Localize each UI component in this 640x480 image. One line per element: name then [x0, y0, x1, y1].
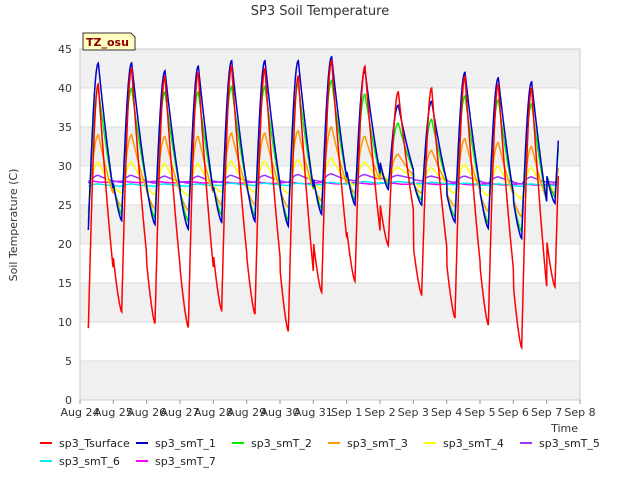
legend-label: sp3_smT_2	[251, 437, 312, 450]
y-tick-label: 20	[58, 238, 72, 251]
y-tick-label: 45	[58, 43, 72, 56]
site-badge: TZ_osu	[82, 32, 136, 51]
y-tick-label: 0	[65, 394, 72, 407]
x-tick-label: Sep 8	[564, 406, 595, 419]
y-axis-label: Soil Temperature (C)	[7, 169, 20, 282]
x-tick-label: Aug 24	[61, 406, 100, 419]
x-tick-label: Sep 4	[431, 406, 462, 419]
site-badge-box	[82, 32, 136, 51]
y-tick-label: 40	[58, 82, 72, 95]
y-tick-label: 5	[65, 355, 72, 368]
x-tick-label: Aug 30	[261, 406, 300, 419]
y-tick-label: 15	[58, 277, 72, 290]
x-tick-label: Sep 1	[331, 406, 362, 419]
x-tick-label: Sep 5	[464, 406, 495, 419]
legend-label: sp3_smT_4	[443, 437, 504, 450]
plot-frame	[79, 48, 581, 401]
legend-label: sp3_smT_5	[539, 437, 600, 450]
x-tick-label: Aug 31	[294, 406, 333, 419]
y-axis-ticks: 0 5 10 15 20 25 30 35 40 45	[58, 43, 72, 407]
x-tick-label: Aug 25	[94, 406, 133, 419]
y-tick-label: 25	[58, 199, 72, 212]
legend-label: sp3_smT_7	[155, 455, 216, 468]
chart-title: SP3 Soil Temperature	[251, 4, 389, 19]
y-tick-label: 30	[58, 160, 72, 173]
series-line-sp3-tsurface	[87, 59, 560, 351]
data-series	[87, 55, 560, 351]
x-tick-label: Aug 27	[161, 406, 200, 419]
legend-label: sp3_smT_6	[59, 455, 120, 468]
x-tick-label: Aug 28	[194, 406, 233, 419]
legend-label: sp3_Tsurface	[59, 437, 130, 450]
x-axis-label: Time	[550, 422, 578, 435]
x-tick-label: Sep 6	[498, 406, 529, 419]
x-tick-label: Sep 3	[398, 406, 429, 419]
y-tick-label: 10	[58, 316, 72, 329]
background-band	[80, 205, 580, 244]
background-band	[80, 361, 580, 400]
y-tick-label: 35	[58, 121, 72, 134]
x-tick-label: Aug 26	[127, 406, 166, 419]
site-badge-label: TZ_osu	[86, 36, 129, 49]
x-tick-label: Sep 2	[364, 406, 395, 419]
x-tick-label: Sep 7	[531, 406, 562, 419]
legend-label: sp3_smT_3	[347, 437, 408, 450]
legend-label: sp3_smT_1	[155, 437, 216, 450]
x-tick-label: Aug 29	[227, 406, 266, 419]
legend: sp3_Tsurface sp3_smT_1 sp3_smT_2 sp3_smT_3 s…	[40, 437, 600, 468]
series-line-sp3-smt-1	[87, 55, 560, 241]
background-band	[80, 283, 580, 322]
